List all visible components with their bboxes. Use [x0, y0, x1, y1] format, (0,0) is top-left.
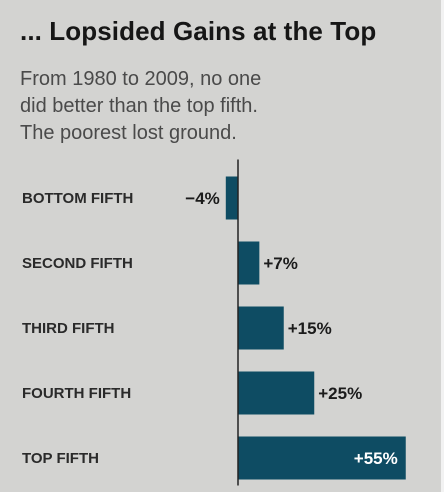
bar	[225, 176, 238, 220]
bar	[238, 371, 315, 415]
subtitle-line-1: From 1980 to 2009, no one	[20, 68, 262, 90]
value-label: +15%	[288, 319, 332, 338]
category-label: TOP FIFTH	[22, 450, 99, 467]
category-label: FOURTH FIFTH	[22, 385, 131, 402]
page-edge-divider	[441, 0, 444, 492]
chart-title: ... Lopsided Gains at the Top	[20, 16, 377, 46]
category-label: BOTTOM FIFTH	[22, 190, 133, 207]
bar	[238, 241, 260, 285]
bar	[238, 306, 284, 350]
bars-layer: BOTTOM FIFTH −4% SECOND FIFTH +7% THIRD FIFT…	[22, 176, 406, 480]
value-label: +25%	[318, 384, 362, 403]
chart-subtitle: From 1980 to 2009, no one did better tha…	[20, 66, 420, 147]
bar	[238, 436, 406, 480]
value-label: −4%	[185, 189, 220, 208]
subtitle-line-3: The poorest lost ground.	[20, 122, 237, 144]
value-label: +55%	[354, 449, 398, 468]
category-label: SECOND FIFTH	[22, 255, 133, 272]
value-label: +7%	[263, 254, 298, 273]
subtitle-line-2: did better than the top fifth.	[20, 95, 258, 117]
category-label: THIRD FIFTH	[22, 320, 114, 337]
